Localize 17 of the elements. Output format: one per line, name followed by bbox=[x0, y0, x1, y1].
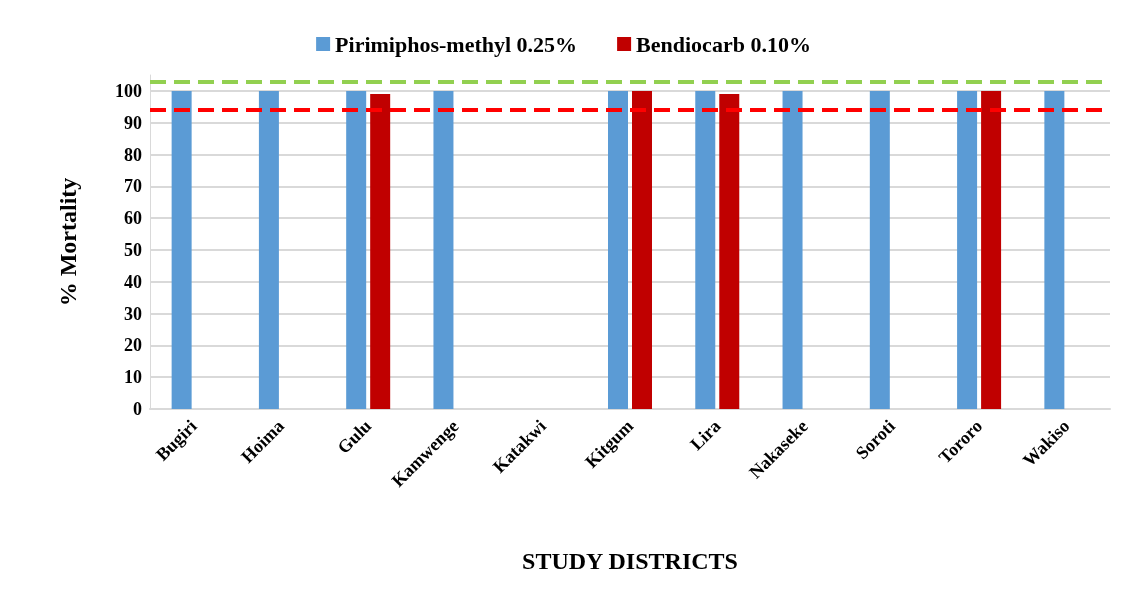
y-tick-label: 0 bbox=[133, 399, 142, 419]
y-tick-label: 20 bbox=[124, 335, 142, 356]
y-tick-label: 10 bbox=[124, 367, 142, 388]
y-tick-label: 70 bbox=[124, 176, 142, 197]
y-axis-title: % Mortality bbox=[55, 177, 81, 307]
y-tick-label: 50 bbox=[124, 239, 142, 260]
x-tick-label: Gulu bbox=[333, 415, 376, 458]
y-tick-label: 30 bbox=[124, 303, 142, 324]
x-axis-title: STUDY DISTRICTS bbox=[522, 548, 738, 574]
x-tick-label: Lira bbox=[686, 415, 725, 455]
y-tick-label: 80 bbox=[124, 144, 142, 165]
legend-label: Bendiocarb 0.10% bbox=[636, 31, 811, 57]
y-tick-label: 40 bbox=[124, 271, 142, 292]
legend-label: Pirimiphos-methyl 0.25% bbox=[335, 31, 578, 57]
y-tick-label: 100 bbox=[115, 80, 142, 101]
y-tick-label: 90 bbox=[124, 112, 142, 133]
y-tick-label: 60 bbox=[124, 208, 142, 229]
